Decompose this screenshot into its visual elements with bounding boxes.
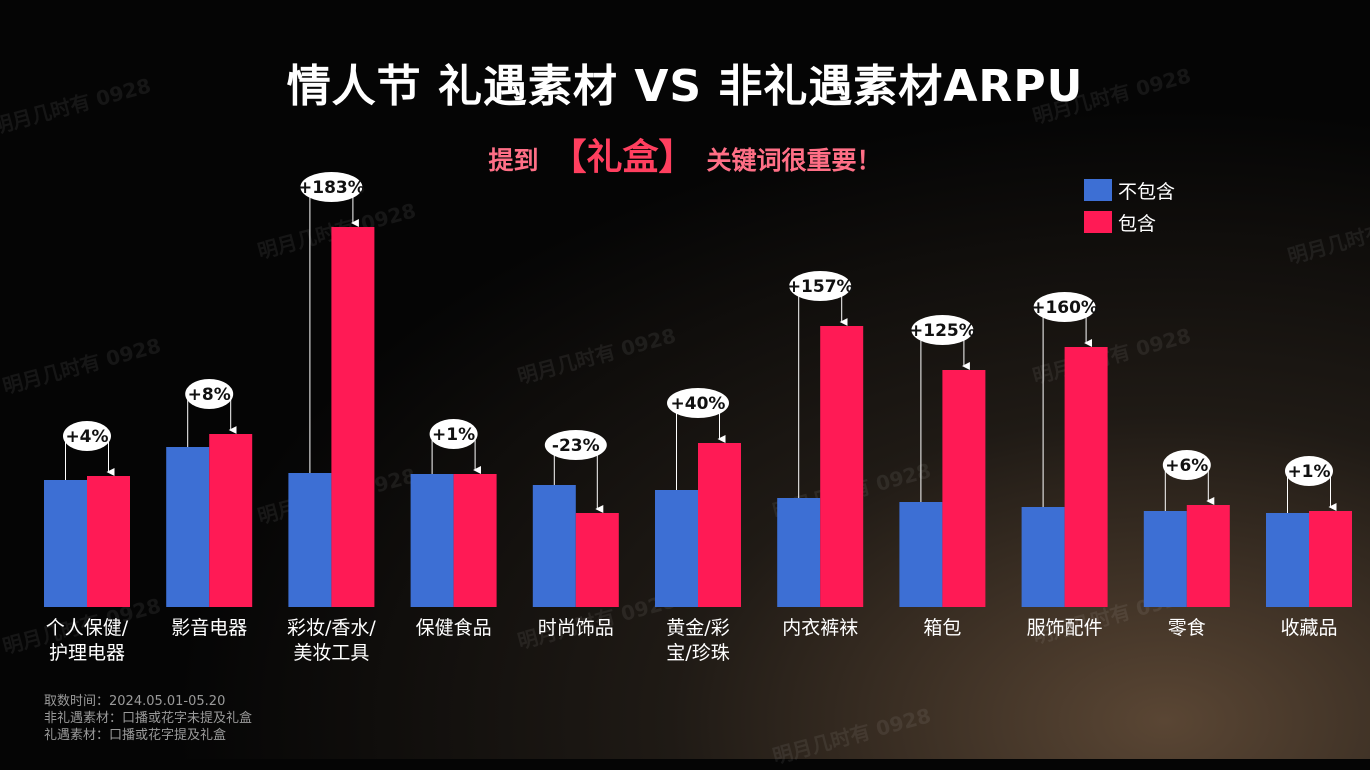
legend-label-include: 包含	[1118, 212, 1157, 235]
annotation-bubble	[789, 271, 852, 301]
bar-include	[209, 434, 253, 607]
footnotes: 取数时间：2024.05.01-05.20 非礼遇素材：口播或花字未提及礼盒 礼…	[44, 693, 252, 744]
legend-item-exclude: 不包含	[1084, 175, 1175, 205]
bar-include	[1309, 511, 1352, 607]
annotation-bubble	[911, 315, 974, 345]
bar-include	[453, 474, 497, 607]
subtitle-before: 提到	[488, 146, 539, 175]
category-label: 美妆工具	[293, 642, 369, 664]
chart-subtitle: 提到 【礼盒】 关键词很重要！	[0, 128, 1370, 180]
annotation-label: +1%	[1287, 462, 1330, 482]
legend-label-exclude: 不包含	[1118, 180, 1176, 203]
annotation-bubble	[429, 419, 478, 449]
bar-exclude	[899, 502, 943, 607]
subtitle-after: 关键词很重要！	[706, 146, 882, 175]
category-label: 护理电器	[49, 642, 125, 664]
category-label: 时尚饰品	[538, 617, 614, 639]
footnote-date: 取数时间：2024.05.01-05.20	[44, 694, 226, 709]
annotation-label: -23%	[552, 436, 600, 456]
annotation-label: +8%	[188, 385, 231, 405]
bar-include	[1064, 347, 1108, 607]
annotation-bubble	[544, 430, 607, 460]
bar-exclude	[44, 480, 87, 607]
bar-include	[1186, 505, 1230, 607]
bar-exclude	[1021, 507, 1065, 607]
annotation-label: +40%	[671, 394, 726, 414]
annotation-bubble	[63, 421, 111, 451]
category-label: 个人保健/	[46, 617, 129, 639]
annotation-label: +160%	[1031, 298, 1098, 318]
bar-include	[331, 227, 375, 607]
chart-legend: 不包含 包含	[1084, 175, 1175, 239]
bar-exclude	[410, 474, 454, 607]
category-label: 黄金/彩	[666, 617, 729, 639]
chart-title: 情人节 礼遇素材 VS 非礼遇素材ARPU	[286, 61, 1084, 112]
category-label: 彩妆/香水/	[287, 617, 376, 639]
category-label: 收藏品	[1280, 617, 1337, 639]
footnote-gift: 礼遇素材：口播或花字提及礼盒	[44, 728, 227, 743]
legend-swatch-exclude	[1084, 179, 1112, 201]
annotation-bubble	[1162, 450, 1211, 480]
annotation-label: +6%	[1165, 456, 1208, 476]
category-label: 内衣裤袜	[782, 617, 858, 639]
category-label: 保健食品	[416, 617, 492, 639]
bar-exclude	[1143, 511, 1187, 607]
bar-include	[820, 326, 864, 607]
annotation-bubble	[667, 388, 729, 418]
bar-include	[87, 476, 130, 607]
annotation-bubble	[300, 172, 363, 202]
bar-exclude	[655, 490, 698, 607]
annotation-label: +157%	[787, 277, 854, 297]
category-label: 零食	[1168, 617, 1206, 639]
legend-swatch-include	[1084, 211, 1112, 233]
bar-exclude	[532, 485, 576, 607]
bar-include	[698, 443, 741, 607]
bar-include	[942, 370, 986, 607]
bar-include	[575, 513, 619, 607]
annotation-bubble	[185, 379, 234, 409]
category-label: 箱包	[923, 617, 961, 639]
annotation-bubble	[1033, 292, 1096, 322]
category-label: 服饰配件	[1027, 617, 1103, 639]
legend-item-include: 包含	[1084, 207, 1175, 237]
category-label: 宝/珍珠	[666, 642, 729, 664]
category-label: 影音电器	[171, 617, 247, 639]
subtitle-keyword: 【礼盒】	[550, 137, 695, 178]
annotation-label: +4%	[65, 427, 108, 447]
bar-exclude	[1266, 513, 1309, 607]
bar-exclude	[288, 473, 332, 607]
annotation-label: +183%	[298, 178, 365, 198]
annotation-bubble	[1285, 456, 1333, 486]
bar-exclude	[777, 498, 821, 607]
footnote-non-gift: 非礼遇素材：口播或花字未提及礼盒	[44, 711, 253, 726]
bar-exclude	[166, 447, 210, 607]
annotation-label: +1%	[432, 425, 475, 445]
annotation-label: +125%	[909, 321, 976, 341]
